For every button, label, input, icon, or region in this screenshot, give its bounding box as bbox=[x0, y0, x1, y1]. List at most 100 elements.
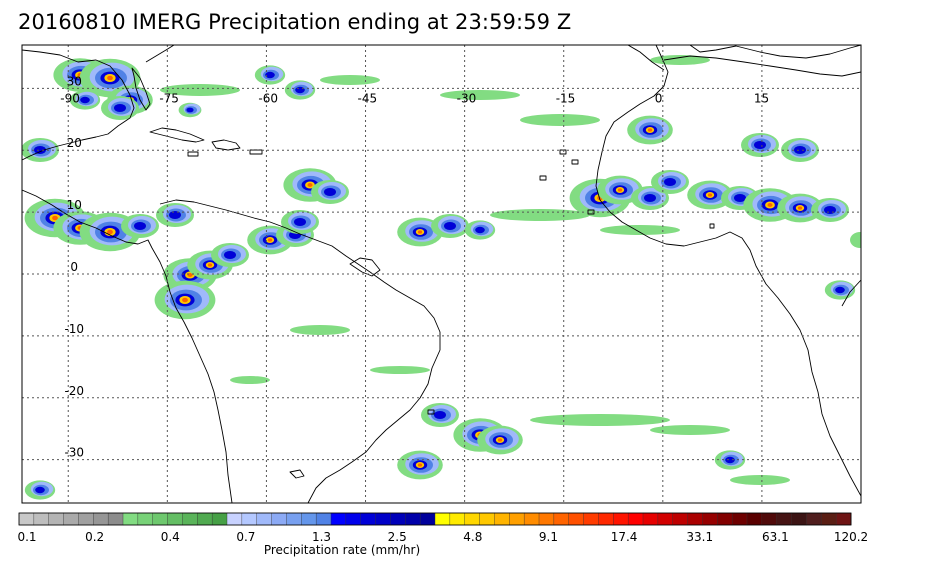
colorbar-frame bbox=[18, 512, 852, 526]
colorbar-tick-label: 1.3 bbox=[312, 530, 331, 544]
longitude-label: -15 bbox=[556, 91, 576, 105]
latitude-label: 30 bbox=[67, 74, 82, 88]
precip-band bbox=[520, 114, 600, 126]
longitude-label: -75 bbox=[159, 91, 179, 105]
precip-extreme bbox=[52, 215, 58, 221]
precip-heavy bbox=[265, 71, 275, 79]
colorbar-swatch bbox=[553, 512, 570, 526]
colorbar-swatch bbox=[806, 512, 822, 526]
precip-heavy bbox=[835, 286, 845, 294]
colorbar-swatch bbox=[538, 512, 555, 526]
colorbar-swatch bbox=[315, 512, 332, 526]
coastline-mediterranean bbox=[663, 45, 861, 77]
colorbar-swatch bbox=[167, 512, 183, 526]
colorbar-tick-label: 63.1 bbox=[762, 530, 789, 544]
colorbar-tick-label: 0.4 bbox=[161, 530, 180, 544]
colorbar: 0.1 0.2 0.4 0.7 1.3 2.5 4.8 9.1 17.4 33.1 63.1 120.… bbox=[17, 512, 868, 544]
colorbar-swatch bbox=[345, 512, 362, 526]
colorbar-tick-label: 33.1 bbox=[686, 530, 713, 544]
precipitation-field bbox=[22, 55, 861, 500]
precip-heavy bbox=[824, 206, 836, 214]
coastline-cuba bbox=[149, 127, 205, 143]
colorbar-swatch bbox=[226, 512, 243, 526]
colorbar-swatch bbox=[449, 512, 466, 526]
colorbar-swatch bbox=[509, 512, 525, 526]
longitude-label: -30 bbox=[457, 91, 477, 105]
colorbar-swatch bbox=[583, 512, 599, 526]
colorbar-tick-label: 0.2 bbox=[85, 530, 104, 544]
precip-extreme bbox=[267, 238, 273, 242]
precip-extreme bbox=[307, 183, 313, 187]
precip-heavy bbox=[295, 86, 305, 94]
precip-band bbox=[530, 414, 670, 426]
coastline-north-atlantic bbox=[627, 45, 665, 71]
coastline-florida bbox=[131, 67, 151, 111]
colorbar-swatch bbox=[494, 512, 510, 526]
precip-heavy bbox=[664, 178, 676, 186]
precip-heavy bbox=[35, 486, 45, 494]
colorbar-swatch bbox=[731, 512, 748, 526]
colorbar-swatch bbox=[791, 512, 807, 526]
precip-extreme bbox=[417, 463, 423, 467]
precip-extreme bbox=[797, 206, 803, 210]
graticule bbox=[22, 45, 861, 503]
precip-heavy bbox=[186, 107, 194, 113]
colorbar-swatch bbox=[642, 512, 659, 526]
precip-band bbox=[290, 325, 350, 335]
precip-heavy bbox=[34, 146, 46, 154]
graticule-labels: -90 -75 -60 -45 -30 -15 0 15 30 20 10 0 -10 -20 -30 bbox=[60, 74, 769, 459]
latitude-label: 20 bbox=[67, 136, 82, 150]
colorbar-swatch bbox=[241, 512, 258, 526]
coastline-americas-west bbox=[22, 49, 233, 503]
latitude-label: -10 bbox=[64, 322, 84, 336]
colorbar-swatch bbox=[197, 512, 213, 526]
precip-extreme bbox=[182, 297, 188, 303]
colorbar-swatch bbox=[523, 512, 540, 526]
longitude-label: -90 bbox=[60, 91, 80, 105]
precip-band bbox=[160, 84, 240, 96]
precip-extreme bbox=[107, 229, 113, 235]
colorbar-swatch bbox=[375, 512, 391, 526]
colorbar-swatch bbox=[687, 512, 703, 526]
precip-extreme bbox=[417, 230, 423, 234]
colorbar-swatch bbox=[479, 512, 495, 526]
precip-extreme bbox=[107, 75, 113, 81]
colorbar-swatch bbox=[657, 512, 674, 526]
precip-heavy bbox=[80, 96, 90, 104]
precip-heavy bbox=[324, 188, 336, 196]
colorbar-swatch bbox=[761, 512, 778, 526]
coastline-jamaica bbox=[187, 151, 199, 157]
coastline-hispaniola bbox=[211, 139, 241, 151]
colorbar-tick-label: 4.8 bbox=[463, 530, 482, 544]
precip-heavy bbox=[754, 141, 766, 149]
colorbar-tick-label: 2.5 bbox=[388, 530, 407, 544]
precip-heavy bbox=[114, 104, 126, 112]
coastlines bbox=[22, 45, 861, 503]
colorbar-swatch bbox=[122, 512, 139, 526]
latitude-label: 0 bbox=[70, 260, 78, 274]
colorbar-swatch bbox=[256, 512, 273, 526]
coastline-puerto-rico bbox=[249, 149, 263, 155]
precip-heavy bbox=[434, 411, 446, 419]
coastline-us-east bbox=[145, 45, 175, 63]
colorbar-swatch bbox=[48, 512, 65, 526]
page-title: 20160810 IMERG Precipitation ending at 2… bbox=[18, 10, 572, 34]
colorbar-swatch bbox=[835, 512, 852, 526]
colorbar-swatch bbox=[63, 512, 79, 526]
colorbar-swatch bbox=[419, 512, 436, 526]
colorbar-swatch bbox=[746, 512, 763, 526]
colorbar-tick-label: 9.1 bbox=[539, 530, 558, 544]
precip-extreme bbox=[497, 438, 503, 442]
colorbar-tick-label: 17.4 bbox=[611, 530, 638, 544]
colorbar-swatch bbox=[598, 512, 614, 526]
coastline-africa-east bbox=[841, 279, 861, 307]
longitude-label: 0 bbox=[655, 91, 663, 105]
precip-heavy bbox=[725, 456, 735, 464]
precip-heavy bbox=[644, 194, 656, 202]
precip-heavy bbox=[734, 194, 746, 202]
colorbar-swatch bbox=[78, 512, 94, 526]
map-frame bbox=[21, 44, 862, 504]
colorbar-tick-label: 0.1 bbox=[17, 530, 36, 544]
latitude-label: -20 bbox=[64, 384, 84, 398]
